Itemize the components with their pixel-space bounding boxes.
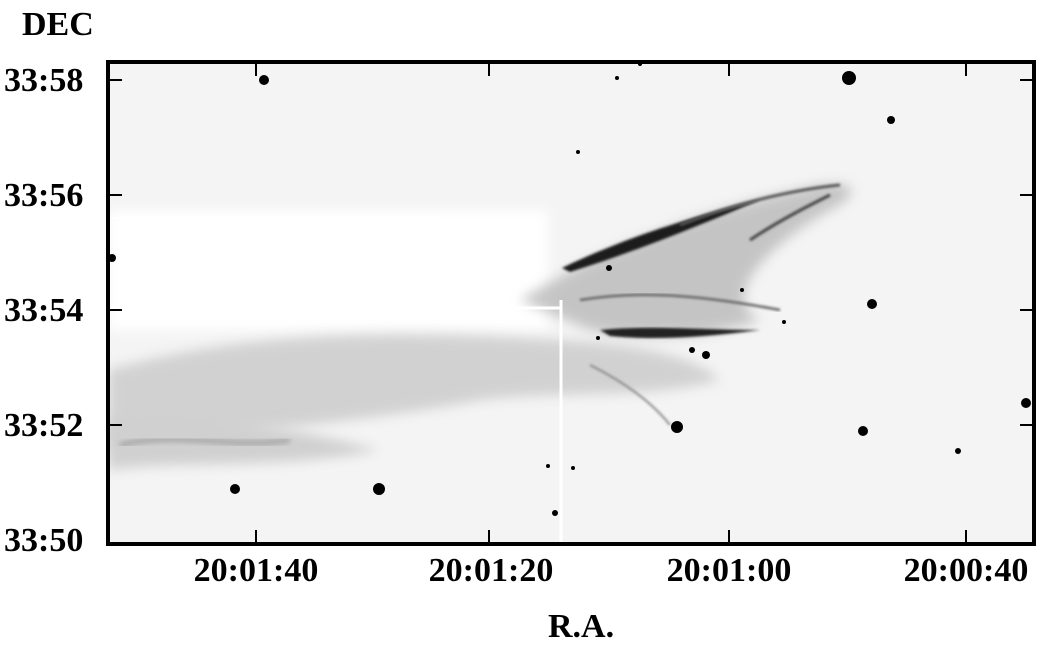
y-tick-label: 33:54 [4, 292, 84, 329]
y-tick-label: 33:58 [4, 62, 84, 99]
y-axis-title: DEC [22, 6, 94, 43]
x-tick-label: 20:01:20 [428, 552, 554, 589]
nebula-image [108, 62, 1034, 544]
y-tick-label: 33:52 [4, 407, 84, 444]
y-tick-label: 33:56 [4, 177, 84, 214]
y-tick-label: 33:50 [4, 522, 84, 559]
plot-frame [106, 60, 1036, 546]
x-tick-label: 20:01:40 [193, 552, 319, 589]
y-tick-marks [108, 79, 1034, 426]
x-tick-label: 20:01:00 [666, 552, 792, 589]
x-tick-marks [255, 62, 967, 544]
x-axis-title: R.A. [548, 608, 615, 645]
x-tick-label: 20:00:40 [903, 552, 1029, 589]
